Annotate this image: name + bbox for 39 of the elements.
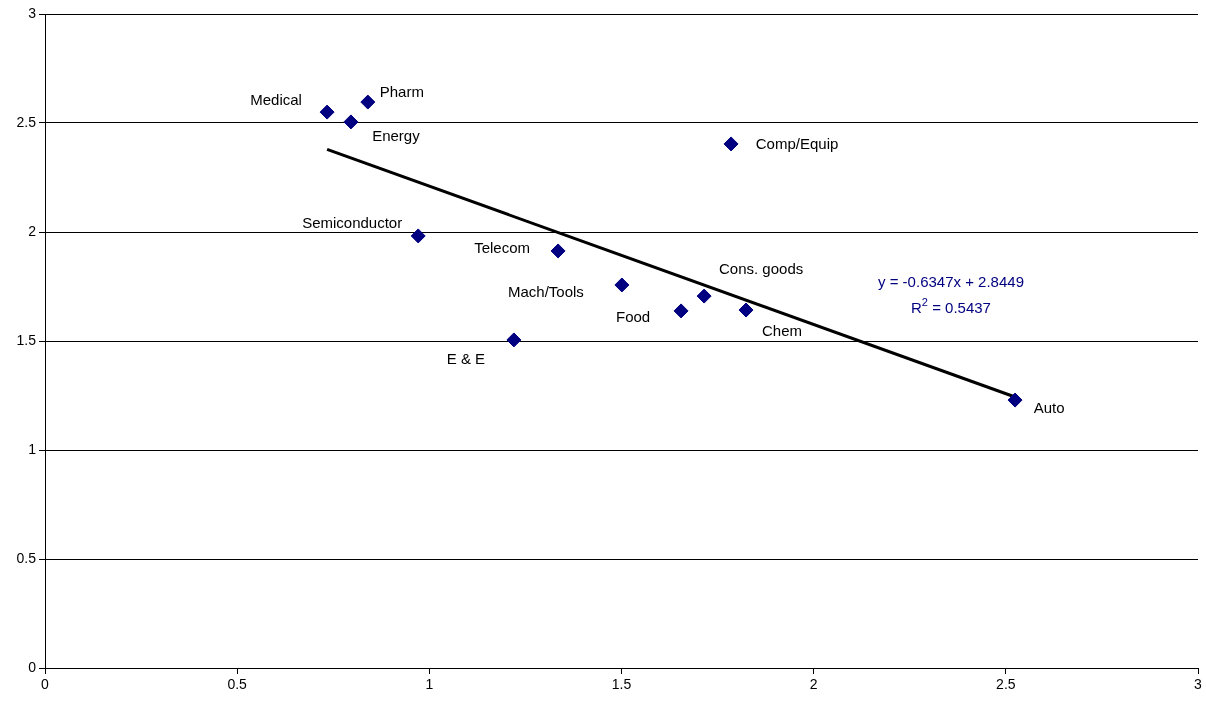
x-tick-label: 0 [41, 676, 50, 693]
y-tick-label: 2.5 [16, 113, 37, 130]
point [319, 104, 335, 120]
x-tick-label: 2.5 [996, 676, 1016, 693]
annotation: Auto [1033, 399, 1065, 417]
annotation: y = -0.6347x + 2.8449 [878, 273, 1024, 291]
annotation: Semiconductor [302, 214, 403, 232]
x-tick-label: 1.5 [611, 676, 632, 693]
point [696, 288, 712, 304]
y-tick-label: 1 [28, 440, 37, 457]
y-tick-label: 1.5 [16, 331, 37, 348]
annotation: E & E [446, 350, 486, 368]
y-tick-label: 0 [28, 658, 37, 675]
annotation: Cons. goods [719, 260, 804, 278]
annotation: Medical [250, 91, 302, 109]
annotation: Energy [372, 127, 421, 145]
x-tick-label: 0.5 [227, 676, 248, 693]
x-tick-label: 3 [1194, 676, 1203, 693]
point [1007, 392, 1023, 408]
annotation: Food [615, 308, 651, 326]
y-tick-label: 3 [28, 4, 37, 21]
point [343, 114, 359, 130]
annotation: Telecom [474, 239, 531, 257]
point [738, 302, 754, 318]
annotation: Pharm [379, 83, 424, 101]
x-tick-label: 1 [425, 676, 434, 693]
x-tick-label: 2 [809, 676, 818, 693]
point [550, 243, 566, 259]
annotation: Chem [762, 322, 803, 340]
point [614, 277, 630, 293]
point [506, 332, 522, 348]
annotation: Comp/Equip [755, 135, 839, 153]
y-tick-label: 0.5 [16, 549, 37, 566]
point [723, 136, 739, 152]
annotation: Mach/Tools [507, 283, 584, 301]
point [360, 94, 376, 110]
y-tick-label: 2 [28, 222, 37, 239]
point [410, 228, 426, 244]
point [673, 303, 689, 319]
